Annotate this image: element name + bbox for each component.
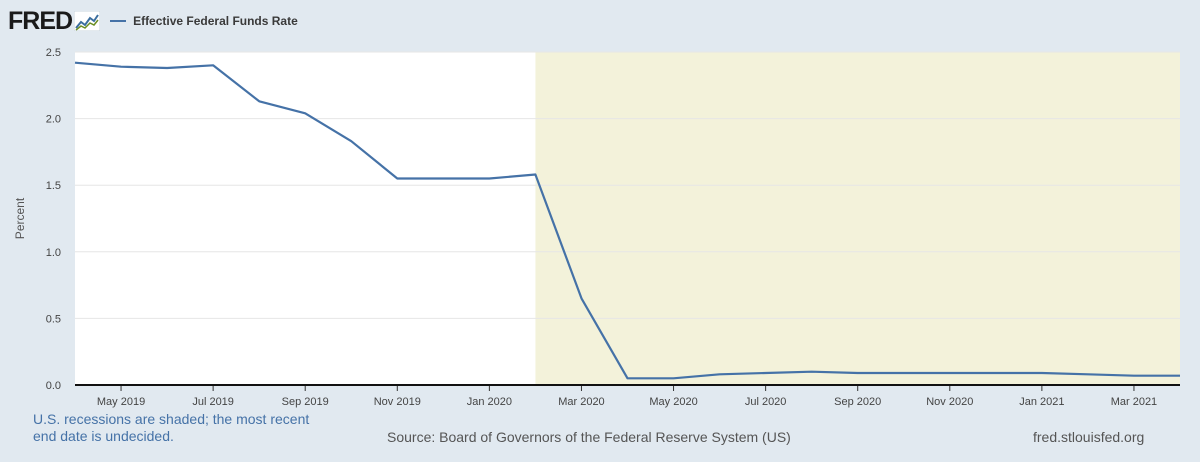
x-tick-label: Jan 2021 (1019, 396, 1064, 408)
data-point (210, 62, 216, 68)
y-tick-label: 0.0 (46, 380, 61, 392)
gridlines (75, 51, 1180, 319)
data-point (1177, 373, 1183, 379)
y-tick-label: 1.0 (46, 247, 61, 259)
data-point (164, 65, 170, 71)
y-tick-label: 1.5 (46, 180, 61, 192)
data-point (625, 375, 631, 381)
fred-logo[interactable]: FRED (8, 6, 101, 36)
x-tick-label: May 2020 (649, 396, 697, 408)
y-axis-ticks: 0.0 0.5 1.0 1.5 2.0 2.5 (46, 47, 61, 392)
y-tick-label: 2.0 (46, 114, 61, 126)
data-point (671, 375, 677, 381)
data-point (809, 369, 815, 375)
recession-band (535, 52, 1180, 385)
data-point (717, 371, 723, 377)
source-text: Source: Board of Governors of the Federa… (387, 429, 791, 445)
fred-chart-icon (74, 11, 101, 31)
data-point (1039, 370, 1045, 376)
data-point (578, 295, 584, 301)
data-point (118, 64, 124, 70)
data-point (348, 138, 354, 144)
x-tick-label: Jan 2020 (467, 396, 512, 408)
x-tick-label: Mar 2020 (558, 396, 604, 408)
x-tick-label: Jul 2020 (745, 396, 787, 408)
fred-logo-text: FRED (8, 6, 73, 35)
recession-note: U.S. recessions are shaded; the most rec… (33, 411, 310, 444)
x-tick-label: Sep 2020 (834, 396, 881, 408)
x-tick-label: May 2019 (97, 396, 145, 408)
recession-shading (535, 52, 1180, 385)
header: FRED Effective Federal Funds Rate (8, 6, 298, 36)
series-line[interactable] (74, 61, 1180, 380)
legend-label: Effective Federal Funds Rate (133, 14, 298, 28)
data-point (394, 176, 400, 182)
y-tick-label: 0.5 (46, 313, 61, 325)
data-point (532, 172, 538, 178)
x-tick-label: Nov 2019 (374, 396, 421, 408)
data-point (993, 370, 999, 376)
data-point (901, 370, 907, 376)
x-tick-label: Nov 2020 (926, 396, 973, 408)
data-point (256, 98, 262, 104)
data-point (72, 60, 78, 66)
x-tick-label: Mar 2021 (1111, 396, 1157, 408)
x-tick-label: Sep 2019 (282, 396, 329, 408)
x-axis-ticks: May 2019 Jul 2019 Sep 2019 Nov 2019 Jan 2020… (97, 385, 1157, 408)
legend: Effective Federal Funds Rate (110, 14, 298, 28)
x-tick-label: Jul 2019 (192, 396, 234, 408)
y-tick-label: 2.5 (46, 47, 61, 59)
data-point (763, 370, 769, 376)
legend-swatch (110, 20, 127, 22)
data-point (855, 370, 861, 376)
data-point (947, 370, 953, 376)
data-point (486, 176, 492, 182)
data-point (302, 110, 308, 116)
y-axis-label: Percent (13, 197, 27, 239)
data-point (1085, 371, 1091, 377)
data-point (440, 176, 446, 182)
data-point (1131, 373, 1137, 379)
fred-url-link[interactable]: fred.stlouisfed.org (1033, 429, 1145, 445)
